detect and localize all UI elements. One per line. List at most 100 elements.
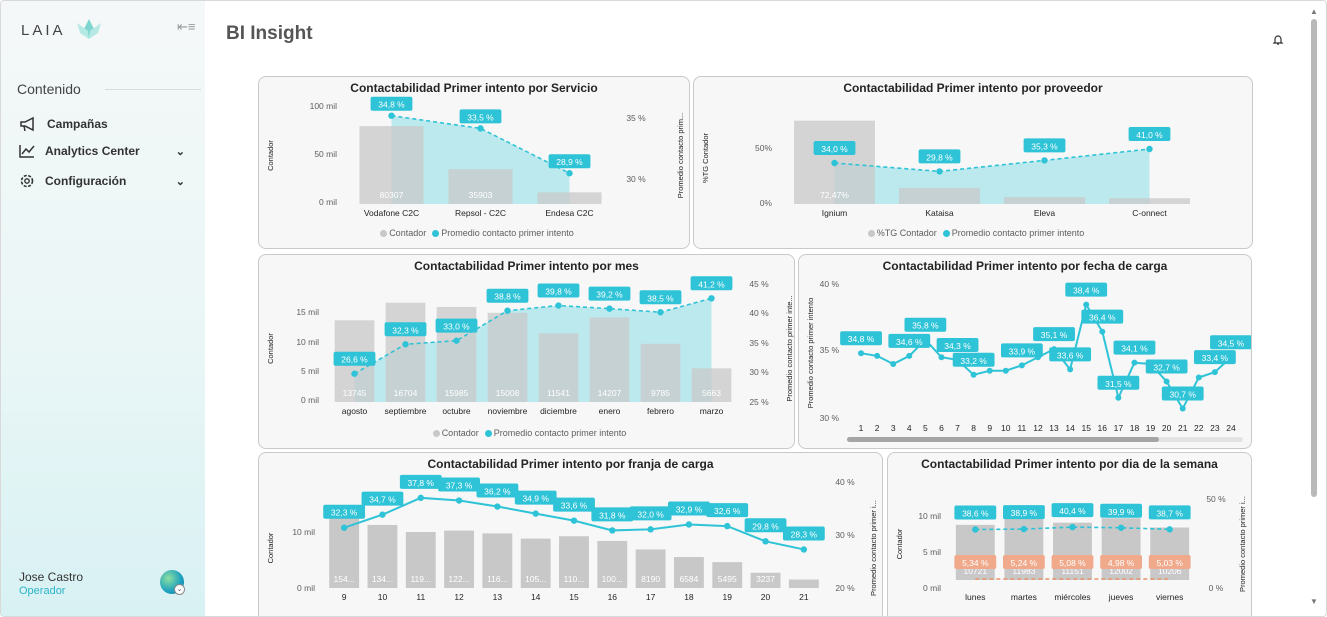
chevron-down-icon[interactable]: ⌄ (175, 145, 185, 158)
line-area (834, 149, 1150, 204)
chart-franja: 10 mil 0 mil 40 % 30 % 20 % Contador Promedio … (266, 474, 878, 602)
megaphone-icon (20, 116, 34, 132)
line-data-label: 32,0 % (637, 509, 664, 519)
data-label-bg (435, 318, 478, 333)
bar (597, 540, 628, 588)
y-axis-label: %TG Contador (701, 132, 710, 183)
y-tick-label: 10 mil (918, 511, 941, 521)
bar (444, 530, 475, 588)
scroll-down-icon[interactable]: ▼ (1310, 597, 1318, 606)
scroll-up-icon[interactable]: ▲ (1310, 7, 1318, 16)
data-label-bg (1113, 340, 1156, 355)
x-tick-label: septiembre (384, 406, 426, 416)
data-label-bg (399, 474, 442, 489)
data-label-bg (1100, 503, 1142, 518)
data-label-bg (690, 276, 733, 291)
data-label-bg (553, 497, 595, 512)
sidebar-item-configuracion[interactable]: Configuración ⌄ (19, 173, 185, 189)
line-data-label: 33,2 % (960, 356, 987, 366)
bar (487, 312, 528, 402)
line-point (504, 307, 511, 314)
chart-title: Contactabilidad Primer intento por prove… (843, 81, 1103, 95)
x-tick-label: diciembre (540, 406, 577, 416)
chart-card-mes[interactable]: Contactabilidad Primer intento por mes 1… (258, 254, 795, 449)
bar-data-label: 10206 (1158, 566, 1182, 576)
y2-tick-label: 30 % (835, 530, 855, 540)
x-tick-label: miércoles (1054, 592, 1090, 602)
scrollbar-thumb[interactable] (1311, 19, 1317, 497)
data-label-bg (384, 322, 427, 337)
line-point (455, 497, 463, 504)
logo[interactable]: LAIA (21, 17, 104, 43)
sidebar-item-analytics-center[interactable]: Analytics Center ⌄ (19, 144, 185, 158)
x-tick-label: 14 (531, 592, 541, 602)
line2-data-label: 4,98 % (1108, 558, 1135, 568)
chart-card-dia[interactable]: Contactabilidad Primer intento por dia d… (887, 452, 1252, 616)
line-data-label: 31,5 % (1105, 379, 1132, 389)
y2-tick-label: 40 % (749, 308, 769, 318)
line-data-label: 35,1 % (1041, 330, 1068, 340)
bar-data-label: 134... (372, 574, 393, 584)
scrollbar[interactable]: ▲ ▼ (1308, 7, 1320, 611)
line-point (379, 511, 386, 518)
line-data-label: 33,6 % (1057, 350, 1084, 360)
x-tick-label: enero (599, 406, 621, 416)
data-label-bg (918, 149, 961, 164)
data-label-bg (361, 491, 404, 506)
data-label-bg (438, 477, 480, 492)
line-point (1002, 367, 1009, 374)
line-data-label: 39,9 % (1108, 507, 1135, 517)
section-divider (105, 89, 201, 90)
y-tick-label: 0 mil (319, 197, 337, 207)
x-tick-label: 1 (859, 423, 864, 433)
chart-card-fecha[interactable]: Contactabilidad Primer intento por fecha… (798, 254, 1252, 449)
data-label-bg (1210, 335, 1251, 350)
y2-tick-label: 50 % (1206, 494, 1226, 504)
line-point (1099, 328, 1106, 335)
chevron-down-icon[interactable]: ⌄ (174, 584, 185, 595)
chart-card-servicio[interactable]: Contactabilidad Primer intento por Servi… (258, 76, 690, 249)
bar (405, 532, 436, 588)
chart-card-franja[interactable]: Contactabilidad Primer intento por franj… (258, 452, 883, 616)
line-point (477, 125, 484, 132)
chart-card-proveedor[interactable]: Contactabilidad Primer intento por prove… (693, 76, 1253, 249)
sidebar-item-campanas[interactable]: Campañas (19, 116, 185, 132)
bar (640, 343, 681, 402)
data-label-bg (1097, 375, 1140, 390)
chart-title: Contactabilidad Primer intento por franj… (427, 457, 714, 471)
line-point (1146, 145, 1153, 153)
chevron-down-icon[interactable]: ⌄ (175, 175, 185, 188)
collapse-sidebar-icon[interactable]: ⇤≡ (177, 19, 196, 34)
line-data-label: 33,5 % (467, 112, 494, 122)
bar (673, 557, 704, 588)
line-point (858, 350, 865, 357)
line-data-label: 28,3 % (791, 529, 818, 539)
legend-label: Promedio contacto primer intento (493, 428, 627, 438)
data-label-bg (952, 352, 995, 367)
x-tick-label: 13 (1049, 423, 1059, 433)
line-point (1131, 359, 1138, 366)
line-point (1117, 524, 1125, 531)
y-tick-label: 10 mil (296, 337, 319, 347)
line-data-label: 36,4 % (1089, 313, 1116, 323)
line-data-label: 38,5 % (647, 293, 674, 303)
y2-axis-label: Promedio contacto primer i... (869, 500, 878, 596)
data-label-bg (1000, 343, 1043, 358)
line-point (800, 546, 808, 553)
line-point (1041, 157, 1048, 164)
chart-line-icon (19, 145, 35, 158)
logo-text: LAIA (21, 21, 66, 39)
sidebar-item-label: Analytics Center (45, 144, 140, 158)
y-tick-label: 0 mil (297, 583, 315, 593)
line-point (1227, 354, 1234, 361)
x-tick-label: Repsol - C2C (455, 208, 506, 218)
x-tick-label: 9 (987, 423, 992, 433)
chart-servicio: 100 mil 50 mil 0 mil 35 % 30 % Contador Promed… (266, 96, 685, 218)
line-data-label: 34,5 % (1218, 338, 1245, 348)
bar-data-label: 100... (602, 574, 623, 584)
bar-data-label: 116... (487, 574, 508, 584)
x-tick-label: 11 (1017, 423, 1026, 433)
bell-icon[interactable] (1272, 33, 1284, 46)
x-tick-label: 20 (1162, 423, 1172, 433)
